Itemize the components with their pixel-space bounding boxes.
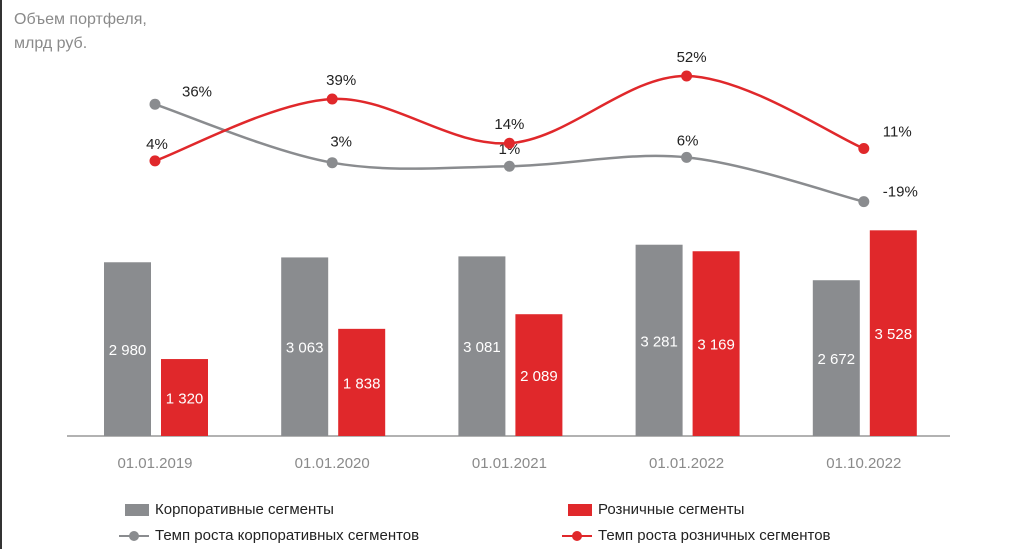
legend-line-marker-icon [562, 530, 592, 542]
x-tick-label: 01.01.2022 [649, 455, 724, 472]
line-point [149, 98, 161, 110]
chart-title: Объем портфеля, млрд руб. [14, 8, 214, 56]
left-border [0, 0, 2, 549]
line-point [503, 137, 515, 149]
line-value-label: 52% [677, 49, 707, 66]
line-point [326, 157, 338, 169]
bar-value-label: 2 980 [109, 342, 147, 359]
line-point [503, 160, 515, 172]
legend-label: Темп роста розничных сегментов [598, 527, 831, 544]
legend-swatch-retail [568, 503, 592, 516]
bar-value-label: 1 838 [343, 375, 381, 392]
line-point [681, 151, 693, 163]
line-value-label: -19% [883, 184, 918, 201]
legend-label: Темп роста корпоративных сегментов [155, 527, 420, 544]
bar-corporate [635, 244, 683, 436]
bar-retail [161, 359, 208, 436]
bar-value-label: 3 081 [463, 339, 501, 356]
x-tick-label: 01.01.2019 [117, 455, 192, 472]
bar-value-label: 3 169 [697, 337, 735, 354]
bar-retail [338, 328, 386, 436]
line-value-label: 36% [182, 83, 212, 100]
legend-item-retail: Розничные сегменты [568, 501, 744, 518]
line-value-label: 1% [499, 141, 521, 158]
legend-label: Розничные сегменты [598, 501, 745, 518]
bar-value-label: 1 320 [166, 391, 204, 408]
bar-value-label: 2 089 [520, 368, 558, 385]
bar-corporate [281, 257, 329, 436]
line-value-label: 11% [883, 124, 912, 141]
bar-value-label: 3 063 [286, 340, 324, 357]
line-point [858, 143, 870, 155]
bar-retail [692, 251, 740, 436]
line-value-label: 6% [677, 132, 699, 149]
bar-value-label: 2 672 [818, 351, 856, 368]
x-tick-label: 01.10.2022 [826, 455, 901, 472]
line-point [858, 196, 870, 208]
bar-corporate [812, 280, 860, 436]
legend-item-retail-growth: Темп роста розничных сегментов [562, 527, 831, 544]
legend-item-corporate-growth: Темп роста корпоративных сегментов [119, 527, 419, 544]
line-point [149, 155, 161, 167]
title-line-1: Объем портфеля, [14, 11, 147, 28]
legend-label: Корпоративные сегменты [155, 501, 334, 518]
title-line-2: млрд руб. [14, 35, 88, 52]
legend-swatch-corporate [125, 503, 149, 516]
line-value-label: 3% [330, 134, 352, 151]
bar-corporate [104, 262, 151, 436]
bar-value-label: 3 281 [640, 333, 678, 350]
bar-value-label: 3 528 [875, 326, 913, 343]
line-value-label: 14% [494, 116, 524, 133]
bar-retail [515, 314, 563, 436]
line-point [326, 93, 338, 105]
line-value-label: 4% [146, 136, 168, 153]
bar-retail [869, 230, 917, 436]
legend-item-corporate: Корпоративные сегменты [125, 501, 334, 518]
legend-line-marker-icon [119, 530, 149, 542]
bar-corporate [458, 256, 506, 436]
line-value-label: 39% [326, 72, 356, 89]
x-tick-label: 01.01.2021 [472, 455, 547, 472]
x-tick-label: 01.01.2020 [295, 455, 370, 472]
line-point [681, 70, 693, 82]
